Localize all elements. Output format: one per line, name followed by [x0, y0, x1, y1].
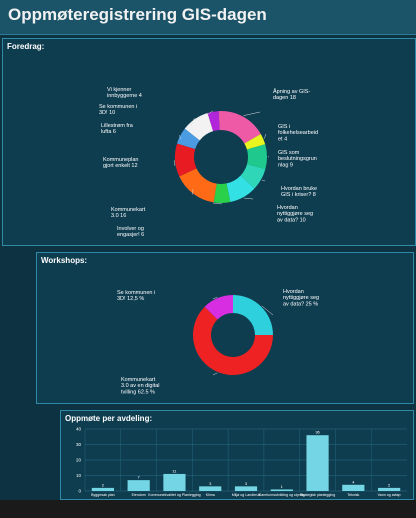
bar-category-label: Kommunekvalitet og Planlegging [148, 493, 200, 497]
bar-value-label: 1 [281, 484, 284, 489]
bar-category-label: Samfunnsutvikling og styring [259, 493, 305, 497]
bar-value-label: 7 [138, 475, 141, 480]
title-bar: Oppmøteregistrering GIS-dagen [0, 0, 416, 35]
app-title: Oppmøteregistrering GIS-dagen [8, 5, 267, 24]
bar-value-label: 2 [102, 482, 105, 487]
slice-5[interactable] [226, 175, 255, 203]
y-tick-label: 20 [76, 458, 82, 463]
slice-label: Kommunekart 3.0 av en digital tvilling 62.… [121, 377, 160, 395]
bar[interactable] [342, 484, 365, 491]
slice-7[interactable] [179, 168, 217, 203]
bar[interactable] [163, 473, 186, 491]
y-tick-label: 0 [78, 489, 81, 494]
workshops-donut-chart: Hvordan nyttiggjøre seg av data? 25 % Kommu… [117, 289, 319, 395]
workshops-title: Workshops: [41, 256, 88, 265]
bar-value-label: 3 [209, 481, 212, 486]
bar-category-label: Eiendom [132, 493, 146, 497]
slice-leader-line [212, 296, 218, 300]
slice-label: GIS i folkehelsearbeid et 4 [278, 124, 318, 142]
slice-leader-line [212, 202, 223, 205]
slice-label: Involver og engasjer! 6 [117, 226, 144, 238]
slice-label: Hvordan bruke GIS i kriser? 8 [281, 186, 317, 198]
bar-category-label: Strategisk planlegging [300, 493, 335, 497]
slice-1[interactable] [218, 111, 261, 144]
bar[interactable] [306, 435, 329, 491]
foredrag-panel: Foredrag: Åpning av GIS-dagen 18 GIS i fol… [2, 38, 416, 246]
slice-label: Åpning av GIS-dagen 18 [273, 88, 310, 101]
slice-label: Vi kjenner innbyggerne 4 [107, 87, 142, 99]
oppmote-bar-chart: 0 10 20 30 40 2 Byggesak plan 7 Eiendom 11 Kommune… [76, 427, 407, 497]
slice-leader-line [243, 111, 261, 116]
bar[interactable] [378, 487, 401, 491]
bar-category-label: Vann og avløp [378, 493, 401, 497]
slice-6[interactable] [213, 183, 231, 203]
y-tick-label: 10 [76, 473, 82, 478]
slice-leader-line [173, 160, 176, 167]
slice-leader-line [206, 110, 213, 116]
slice-leader-line [243, 197, 254, 200]
slice-leader-line [263, 133, 267, 139]
bar-value-label: 3 [245, 481, 248, 486]
slice-label: Se kommunen i 3D! 12,5 % [117, 290, 155, 302]
foredrag-donut-chart: Åpning av GIS-dagen 18 GIS i folkehelsearb… [99, 87, 318, 238]
slice-leader-line [190, 118, 195, 127]
workshops-panel: Workshops: Hvordan nyttiggjøre seg av data… [36, 252, 414, 404]
slice-8[interactable] [175, 143, 197, 177]
slice-leader-line [179, 135, 182, 140]
slice-9[interactable] [177, 128, 200, 150]
bar[interactable] [91, 487, 114, 491]
slice-label: GIS som beslutningsgrun nlag 9 [278, 150, 317, 168]
slice-2[interactable] [244, 133, 266, 150]
screen: Oppmøteregistrering GIS-dagen Foredrag: … [0, 0, 416, 500]
slice-label: Lillestrøm fra lufta 6 [101, 123, 134, 135]
bar-value-label: 4 [352, 479, 355, 484]
slice-3[interactable] [246, 144, 267, 170]
oppmote-panel: Oppmøte per avdeling: 0 10 20 30 40 2 Byggesak… [60, 410, 414, 500]
bar-value-label: 11 [172, 468, 177, 473]
y-tick-label: 30 [76, 442, 82, 447]
monitor-bezel [0, 500, 416, 518]
foredrag-title: Foredrag: [7, 42, 45, 51]
bar-value-label: 36 [315, 430, 320, 435]
slice-label: Kommuneplan gjort enkelt 12 [103, 157, 138, 169]
bar[interactable] [199, 486, 222, 491]
bar-category-label: Byggesak plan [91, 493, 115, 497]
slice-2[interactable] [193, 306, 273, 376]
slice-1[interactable] [233, 295, 273, 335]
bar-value-label: 2 [388, 482, 391, 487]
slice-leader-line [261, 179, 266, 182]
slice-10[interactable] [184, 113, 214, 141]
bar-category-label: Miljø og Landbruk [232, 493, 261, 497]
slice-label: Se kommunen i 3D! 10 [99, 104, 137, 116]
bar-category-label: Klima [206, 493, 215, 497]
slice-11[interactable] [207, 111, 220, 132]
slice-4[interactable] [240, 164, 266, 189]
y-tick-label: 40 [76, 427, 82, 432]
bar[interactable] [234, 486, 258, 491]
oppmote-title: Oppmøte per avdeling: [65, 414, 153, 423]
slice-leader-line [261, 305, 274, 316]
slice-label: Hvordan nyttiggjøre seg av data? 10 [277, 205, 313, 223]
slice-leader-line [212, 372, 218, 376]
bar[interactable] [127, 480, 150, 491]
bar-category-label: Teknisk [347, 493, 359, 497]
bar[interactable] [270, 489, 293, 491]
slice-label: Kommunekart 3.0 16 [111, 207, 146, 219]
slice-3[interactable] [204, 295, 233, 320]
slice-label: Hvordan nyttiggjøre seg av data? 25 % [283, 289, 319, 307]
